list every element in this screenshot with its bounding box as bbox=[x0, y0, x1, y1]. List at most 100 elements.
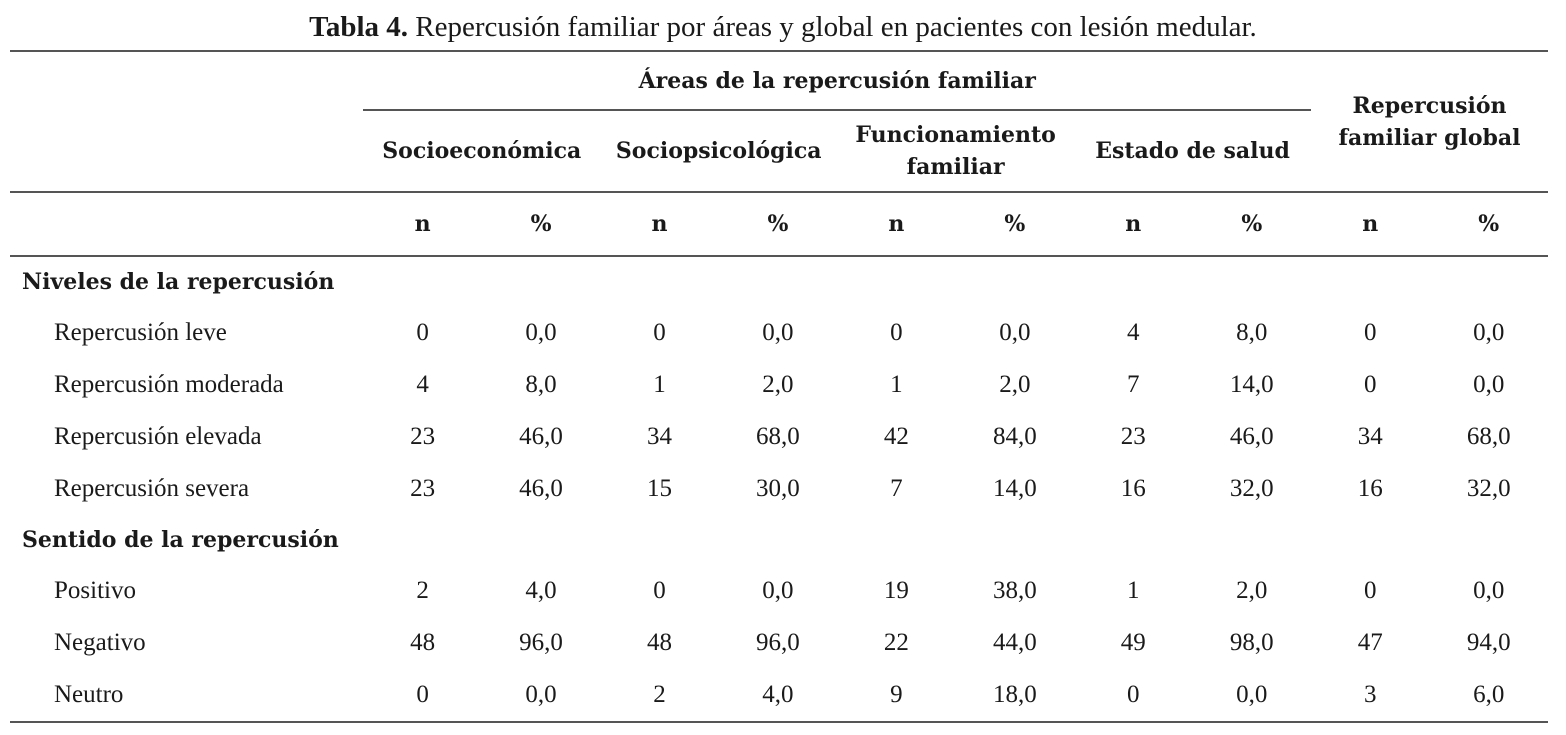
table-cell: 42 bbox=[883, 423, 909, 450]
section-title-sentido: Sentido de la repercusión bbox=[22, 527, 339, 553]
table-cell: 8,0 bbox=[525, 371, 557, 398]
table-cell: 68,0 bbox=[1466, 423, 1511, 450]
table-row: Repercusión elevada 23 46,0 34 68,0 42 8… bbox=[10, 411, 1548, 463]
table-cell: 98,0 bbox=[1229, 629, 1274, 656]
table-cell: 18,0 bbox=[955, 669, 1075, 723]
row-label: Repercusión elevada bbox=[54, 423, 262, 450]
section-title-niveles: Niveles de la repercusión bbox=[22, 269, 335, 295]
table-cell: 0,0 bbox=[1473, 319, 1505, 346]
table-cell: 7 bbox=[890, 475, 903, 502]
table-body: Niveles de la repercusión Repercusión le… bbox=[10, 256, 1548, 723]
table-cell: 0 bbox=[890, 319, 903, 346]
header-sub: n bbox=[1074, 191, 1193, 257]
header-sub: % bbox=[1429, 191, 1548, 257]
row-label: Repercusión severa bbox=[54, 475, 250, 502]
header-sub: % bbox=[1192, 191, 1312, 257]
table-cell: 34 bbox=[1357, 423, 1383, 450]
table-cell: 4,0 bbox=[525, 577, 557, 604]
table-row: Positivo 2 4,0 0 0,0 19 38,0 1 2,0 0 0,0 bbox=[10, 565, 1548, 617]
table-cell: 47 bbox=[1357, 629, 1383, 656]
table-cell: 1 bbox=[890, 371, 903, 398]
table-cell: 84,0 bbox=[992, 423, 1037, 450]
header-sub: % bbox=[718, 191, 838, 257]
table-cell: 3 bbox=[1311, 669, 1430, 723]
row-label: Neutro bbox=[10, 669, 364, 723]
table-cell: 19 bbox=[883, 577, 909, 604]
table-row: Repercusión severa 23 46,0 15 30,0 7 14,… bbox=[10, 463, 1548, 515]
table-cell: 0,0 bbox=[762, 319, 794, 346]
table-cell: 46,0 bbox=[1229, 423, 1274, 450]
table-cell: 2,0 bbox=[999, 371, 1031, 398]
header-area-sociopsicologica: Sociopsicológica bbox=[615, 138, 822, 164]
table-cell: 32,0 bbox=[1229, 475, 1274, 502]
header-sub: n bbox=[837, 191, 956, 257]
table-cell: 16 bbox=[1120, 475, 1146, 502]
table-cell: 46,0 bbox=[519, 423, 563, 450]
table-cell: 2 bbox=[416, 577, 429, 604]
table-cell: 4,0 bbox=[718, 669, 838, 723]
table-cell: 0,0 bbox=[762, 577, 794, 604]
table-row: Negativo 48 96,0 48 96,0 22 44,0 49 98,0… bbox=[10, 617, 1548, 669]
table-cell: 48 bbox=[646, 629, 672, 656]
table-cell: 46,0 bbox=[519, 475, 563, 502]
table-cell: 23 bbox=[410, 475, 436, 502]
table-cell: 14,0 bbox=[992, 475, 1037, 502]
table-cell: 96,0 bbox=[519, 629, 563, 656]
table-cell: 4 bbox=[416, 371, 429, 398]
table-cell: 2,0 bbox=[762, 371, 794, 398]
table-cell: 0,0 bbox=[1192, 669, 1312, 723]
row-label: Negativo bbox=[54, 629, 146, 656]
table-cell: 0,0 bbox=[1473, 577, 1505, 604]
table-cell: 0 bbox=[416, 319, 429, 346]
header-sub: n bbox=[363, 191, 482, 257]
table-cell: 0 bbox=[363, 669, 482, 723]
row-label: Positivo bbox=[54, 577, 136, 604]
header-sub: n bbox=[600, 191, 719, 257]
table-cell: 30,0 bbox=[756, 475, 800, 502]
header-sub: % bbox=[955, 191, 1075, 257]
table-cell: 44,0 bbox=[992, 629, 1037, 656]
header-sub-blank bbox=[10, 191, 364, 257]
row-label: Repercusión moderada bbox=[54, 371, 284, 398]
table-cell: 0 bbox=[1364, 371, 1377, 398]
header-sub: n bbox=[1311, 191, 1430, 257]
table-cell: 96,0 bbox=[756, 629, 800, 656]
table-cell: 0,0 bbox=[999, 319, 1031, 346]
caption-label: Tabla 4. bbox=[309, 11, 409, 43]
table-cell: 6,0 bbox=[1429, 669, 1548, 723]
table-cell: 0,0 bbox=[525, 319, 557, 346]
table-cell: 23 bbox=[1120, 423, 1146, 450]
table-cell: 23 bbox=[410, 423, 436, 450]
table-cell: 0,0 bbox=[1473, 371, 1505, 398]
table-cell: 1 bbox=[653, 371, 666, 398]
table-row: Repercusión moderada 4 8,0 1 2,0 1 2,0 7… bbox=[10, 359, 1548, 411]
header-global: Repercusión familiar global bbox=[1311, 50, 1548, 193]
table-cell: 15 bbox=[646, 475, 672, 502]
table-cell: 9 bbox=[837, 669, 956, 723]
header-areas-group: Áreas de la repercusión familiar bbox=[363, 50, 1312, 111]
table-cell: 0 bbox=[1364, 577, 1377, 604]
table-cell: 0 bbox=[653, 577, 666, 604]
table-cell: 8,0 bbox=[1236, 319, 1268, 346]
caption-text: Repercusión familiar por áreas y global … bbox=[415, 11, 1257, 43]
row-label: Repercusión leve bbox=[54, 319, 227, 346]
header-area-estado-salud: Estado de salud bbox=[1095, 138, 1290, 164]
table-cell: 16 bbox=[1357, 475, 1383, 502]
table-cell: 32,0 bbox=[1466, 475, 1511, 502]
table-cell: 2,0 bbox=[1236, 577, 1268, 604]
table-cell: 1 bbox=[1127, 577, 1140, 604]
table-cell: 2 bbox=[600, 669, 719, 723]
table-cell: 22 bbox=[883, 629, 909, 656]
table-cell: 0 bbox=[1074, 669, 1193, 723]
table-row: Neutro 0 0,0 2 4,0 9 18,0 0 0,0 3 6,0 bbox=[10, 669, 1548, 723]
table-caption: Tabla 4. Repercusión familiar por áreas … bbox=[0, 8, 1566, 46]
table-cell: 34 bbox=[646, 423, 672, 450]
row-header-blank bbox=[10, 50, 364, 192]
table-cell: 7 bbox=[1127, 371, 1140, 398]
header-area-socioeconomica: Socioeconómica bbox=[382, 138, 582, 164]
header-sub: % bbox=[481, 191, 601, 257]
table-cell: 14,0 bbox=[1229, 371, 1274, 398]
table-cell: 68,0 bbox=[756, 423, 800, 450]
table-cell: 48 bbox=[410, 629, 436, 656]
